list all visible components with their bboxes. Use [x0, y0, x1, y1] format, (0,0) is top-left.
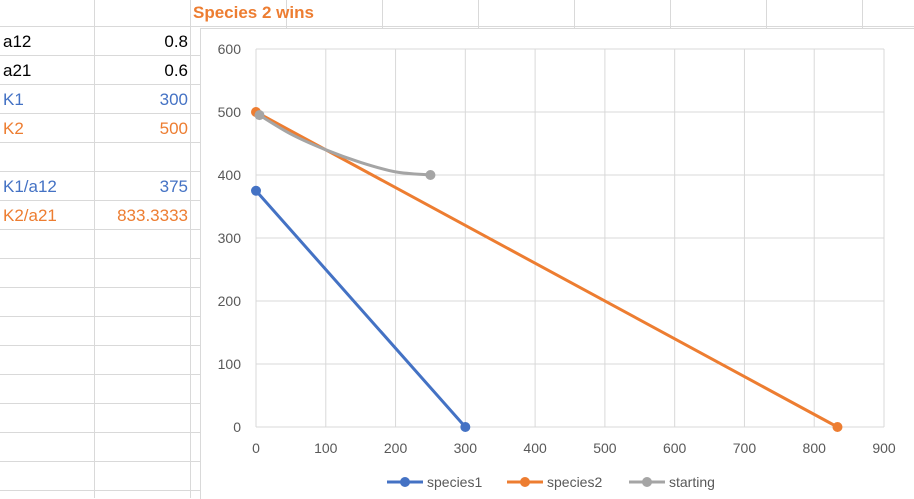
cell-label-k2[interactable]: K2: [3, 119, 24, 138]
cell-value-k2[interactable]: 500: [159, 119, 188, 138]
legend-marker-species2: [520, 477, 530, 487]
x-tick-label: 700: [733, 440, 757, 456]
y-tick-label: 300: [218, 230, 242, 246]
x-tick-label: 200: [384, 440, 408, 456]
legend-label-starting: starting: [669, 474, 715, 490]
legend-label-species2: species2: [547, 474, 602, 490]
series-point-species2: [832, 422, 843, 432]
y-tick-label: 600: [218, 41, 242, 57]
scatter-chart[interactable]: 0 100 200 300 400 500 600 0 100 200 300 400 500 600 70…: [201, 29, 914, 499]
cell-label-k2-a21[interactable]: K2/a21: [3, 206, 57, 225]
x-tick-label: 600: [663, 440, 687, 456]
cell-value-a12[interactable]: 0.8: [164, 32, 188, 51]
y-tick-label: 500: [218, 104, 242, 120]
cell-value-k1[interactable]: 300: [159, 90, 188, 109]
series-line-starting: [257, 113, 432, 177]
series-point-species1: [251, 185, 261, 196]
cell-value-k2-a21[interactable]: 833.3333: [117, 206, 188, 225]
series-line-species1: [254, 189, 467, 429]
series-point-species1: [460, 422, 471, 432]
y-tick-label: 200: [218, 293, 242, 309]
cell-value-a21[interactable]: 0.6: [164, 61, 188, 80]
x-tick-label: 0: [252, 440, 260, 456]
y-tick-label: 0: [233, 419, 241, 435]
cell-label-k1[interactable]: K1: [3, 90, 24, 109]
legend-marker-starting: [642, 477, 652, 487]
series-line-species2: [254, 110, 839, 429]
series-point-starting: [425, 170, 436, 180]
cell-label-a12[interactable]: a12: [3, 32, 32, 51]
series-point-starting: [254, 110, 265, 121]
cell-label-a21[interactable]: a21: [3, 61, 32, 80]
legend-marker-species1: [400, 477, 410, 487]
x-tick-label: 800: [803, 440, 827, 456]
x-tick-label: 300: [454, 440, 478, 456]
legend-label-species1: species1: [427, 474, 482, 490]
sheet-title-cell[interactable]: Species 2 wins: [193, 3, 314, 22]
x-tick-label: 400: [523, 440, 547, 456]
chart-area[interactable]: 0 100 200 300 400 500 600 0 100 200 300 400 500 600 70…: [200, 28, 914, 499]
y-tick-label: 100: [218, 356, 242, 372]
cell-label-k1-a12[interactable]: K1/a12: [3, 177, 57, 196]
x-tick-label: 500: [593, 440, 617, 456]
x-tick-label: 100: [314, 440, 338, 456]
y-tick-label: 400: [218, 167, 242, 183]
cell-value-k1-a12[interactable]: 375: [159, 177, 188, 196]
x-tick-label: 900: [872, 440, 896, 456]
